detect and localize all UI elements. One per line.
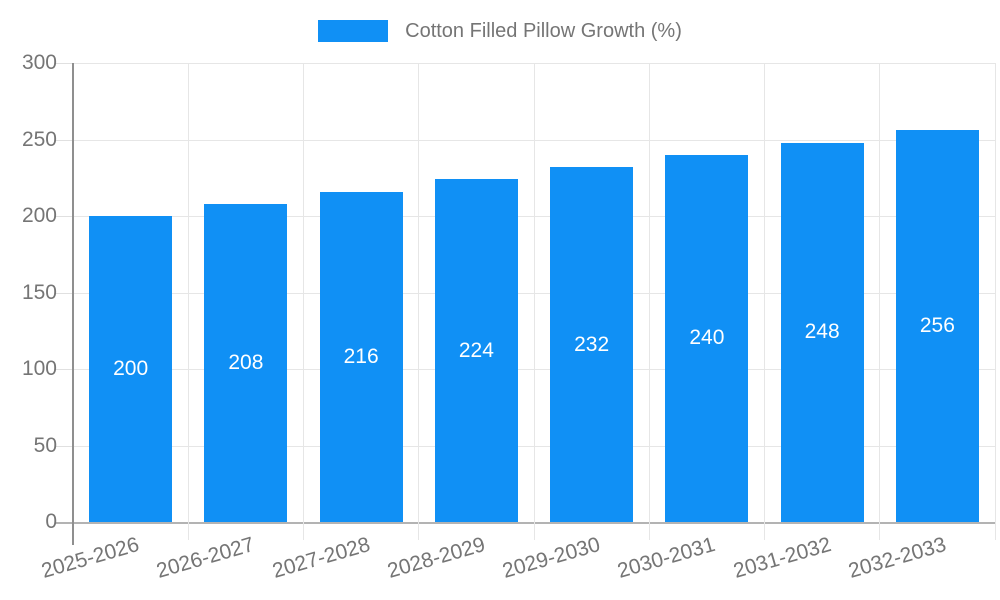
v-gridline <box>187 63 189 540</box>
x-tick-label: 2025-2026 <box>39 533 142 583</box>
bar-value-label: 248 <box>804 320 840 344</box>
bar[interactable]: 240 <box>665 154 749 522</box>
bar-value-label: 216 <box>343 344 379 368</box>
y-axis-line <box>72 63 74 545</box>
x-tick-label: 2028-2029 <box>384 533 488 583</box>
v-gridline <box>879 63 881 540</box>
v-gridline <box>764 63 765 540</box>
bar[interactable]: 248 <box>780 142 864 522</box>
legend[interactable]: Cotton Filled Pillow Growth (%) <box>0 18 1000 44</box>
bar-value-label: 240 <box>689 326 725 350</box>
bar-value-label: 256 <box>919 314 955 338</box>
v-gridline <box>418 63 420 540</box>
x-axis-line <box>55 522 995 524</box>
v-gridline <box>533 63 535 540</box>
x-tick-label: 2029-2030 <box>500 533 603 583</box>
y-tick-label: 0 <box>45 510 57 533</box>
bar-value-label: 232 <box>574 332 610 356</box>
bar-value-label: 208 <box>228 350 264 374</box>
y-tick-label: 100 <box>21 357 57 380</box>
bar-value-label: 224 <box>458 338 494 362</box>
x-tick-label: 2031-2032 <box>730 533 834 583</box>
legend-swatch <box>318 20 389 42</box>
bar[interactable]: 216 <box>319 191 403 522</box>
x-tick-label: 2030-2031 <box>615 533 719 583</box>
v-gridline <box>303 63 304 540</box>
x-tick-label: 2027-2028 <box>269 533 373 583</box>
bar[interactable]: 208 <box>204 203 288 522</box>
bar[interactable]: 256 <box>895 130 979 522</box>
y-tick <box>55 216 73 217</box>
y-tick <box>55 63 73 64</box>
y-tick-label: 250 <box>21 127 57 151</box>
bar-value-label: 200 <box>113 357 149 380</box>
plot-area: 200 208 216 224 232 240 248 256 <box>55 63 996 545</box>
y-tick-label: 50 <box>33 433 57 457</box>
x-tick-label: 2026-2027 <box>154 533 258 583</box>
bar[interactable]: 224 <box>434 179 518 522</box>
v-gridline <box>648 63 650 540</box>
y-tick <box>55 445 73 447</box>
v-gridline <box>994 63 996 540</box>
bar[interactable]: 200 <box>89 216 173 522</box>
y-tick <box>55 139 73 141</box>
y-tick <box>55 292 73 294</box>
legend-label: Cotton Filled Pillow Growth (%) <box>405 19 682 42</box>
y-tick <box>55 369 73 370</box>
bar[interactable]: 232 <box>550 167 634 522</box>
y-tick-label: 300 <box>21 51 57 74</box>
x-tick-label: 2032-2033 <box>845 533 949 583</box>
y-tick-label: 200 <box>21 204 57 227</box>
y-tick-label: 150 <box>21 280 57 304</box>
